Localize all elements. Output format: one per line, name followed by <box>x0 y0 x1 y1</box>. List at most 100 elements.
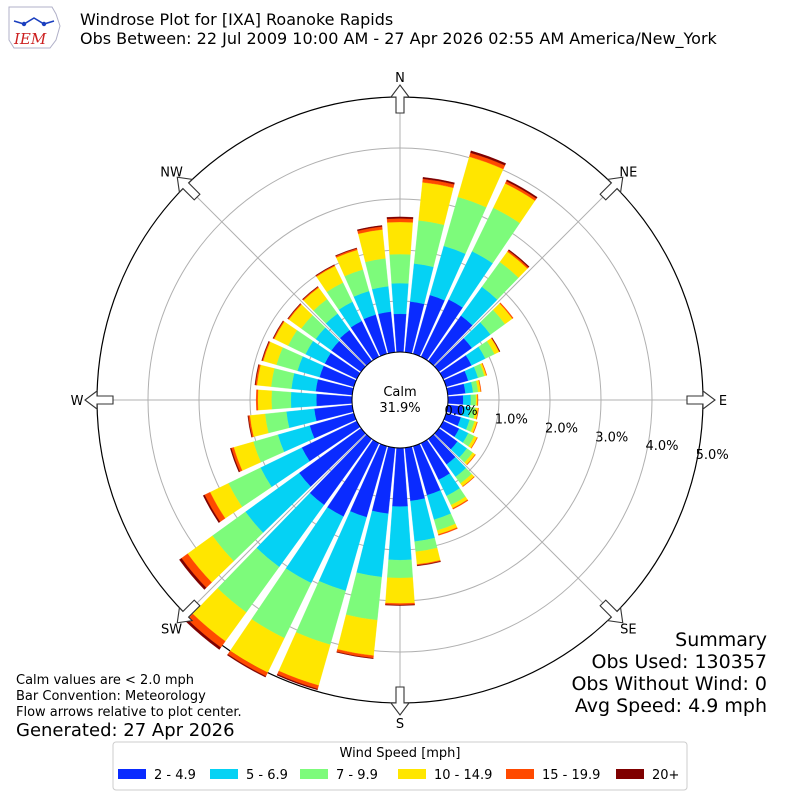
bar-segment <box>257 389 272 411</box>
bar-segment <box>387 221 413 255</box>
bar-segment <box>422 177 455 185</box>
legend-label: 7 - 9.9 <box>336 768 378 783</box>
direction-label-s: S <box>396 717 404 732</box>
calm-value: 31.9% <box>379 401 420 416</box>
bar-segment <box>387 559 413 579</box>
windrose-bars <box>179 150 538 691</box>
grid-spoke <box>433 185 615 367</box>
bar-segment <box>481 362 488 376</box>
summary-title: Summary <box>675 629 767 651</box>
legend-swatch <box>398 769 426 779</box>
legend-swatch <box>300 769 328 779</box>
bar-segment <box>264 411 290 434</box>
bar-segment <box>358 229 386 263</box>
bar-segment <box>345 572 382 621</box>
direction-label-ne: NE <box>619 166 637 181</box>
bar-segment <box>438 527 458 536</box>
note-calm: Calm values are < 2.0 mph <box>16 673 194 688</box>
legend-swatch <box>118 769 146 779</box>
bar-segment <box>478 379 482 392</box>
radial-tick-labels: 0.0% 1.0% 2.0% 3.0% 4.0% 5.0% <box>445 404 729 463</box>
bar-segment <box>391 283 409 315</box>
flow-arrow-icon <box>686 389 716 411</box>
summary-avg-speed: Avg Speed: 4.9 mph <box>575 695 767 717</box>
bar-segment <box>476 407 479 420</box>
radial-tick-label: 2.0% <box>545 421 578 436</box>
bar-segment <box>316 393 353 407</box>
bar-segment <box>247 415 253 438</box>
direction-label-sw: SW <box>161 622 182 637</box>
bar-segment <box>179 558 207 590</box>
iem-logo: IEM <box>8 6 61 49</box>
bar-segment <box>230 447 240 473</box>
bar-segment <box>392 447 408 507</box>
legend-label: 15 - 19.9 <box>542 768 600 783</box>
legend-title: Wind Speed [mph] <box>340 746 461 761</box>
bar-segment <box>388 506 412 561</box>
bar-segment <box>290 392 317 408</box>
bar-segment <box>254 364 260 386</box>
radial-tick-label: 5.0% <box>696 448 729 463</box>
bar-segment <box>302 286 319 300</box>
summary-obs-without-wind: Obs Without Wind: 0 <box>571 673 767 695</box>
bar-segment <box>386 218 414 223</box>
generated-date: Generated: 27 Apr 2026 <box>16 720 235 741</box>
chart-subtitle: Obs Between: 22 Jul 2009 10:00 AM - 27 A… <box>80 29 718 49</box>
bar-segment <box>393 313 407 353</box>
bar-segment <box>508 249 530 268</box>
bar-segment <box>416 561 441 567</box>
bar-segment <box>202 494 221 523</box>
bar-segment <box>389 253 411 284</box>
legend-label: 2 - 4.9 <box>154 768 196 783</box>
radial-tick-label: 4.0% <box>645 439 678 454</box>
bar-segment <box>371 286 392 315</box>
bar-segment <box>315 264 335 276</box>
note-bar-convention: Bar Convention: Meteorology <box>16 689 206 704</box>
radial-tick-label: 0.0% <box>445 404 478 419</box>
grid-spoke <box>185 185 367 367</box>
grid-spoke <box>433 433 615 615</box>
bar-segment <box>255 389 259 411</box>
svg-text:IEM: IEM <box>13 30 47 48</box>
bar-segment <box>365 258 389 290</box>
flow-arrow-icon <box>389 686 411 716</box>
legend-label: 20+ <box>652 768 679 783</box>
legend-swatch <box>210 769 238 779</box>
bar-segment <box>413 220 445 268</box>
bar-segment <box>335 247 357 257</box>
bar-segment <box>418 182 454 226</box>
direction-label-se: SE <box>620 622 636 637</box>
bar-segment <box>466 454 476 466</box>
legend: Wind Speed [mph] 2 - 4.9 5 - 6.9 7 - 9.9 10… <box>112 741 688 791</box>
bar-segment <box>470 150 507 166</box>
bar-segment <box>271 390 292 410</box>
flow-arrow-icon <box>84 389 114 411</box>
bar-segment <box>499 302 514 319</box>
flow-arrow-icon <box>176 599 201 624</box>
bar-segment <box>470 437 478 449</box>
bar-segment <box>357 225 383 231</box>
bar-segment <box>261 341 270 361</box>
bar-segment <box>386 216 414 220</box>
direction-labels: N NE E SE S SW W NW <box>71 71 728 732</box>
bar-segment <box>385 577 415 604</box>
summary-obs-used: Obs Used: 130357 <box>592 651 767 673</box>
direction-label-n: N <box>395 71 405 86</box>
legend-label: 5 - 6.9 <box>246 768 288 783</box>
legend-box <box>112 741 688 791</box>
calm-label: Calm <box>383 385 416 400</box>
direction-label-nw: NW <box>160 166 183 181</box>
flow-arrow-icon <box>599 599 624 624</box>
bar-segment <box>452 499 469 510</box>
flow-arrow-icon <box>599 176 624 201</box>
flow-arrow-icon <box>389 84 411 114</box>
bar-segment <box>291 373 319 392</box>
bar-segment <box>227 654 267 678</box>
bar-segment <box>287 303 301 320</box>
bar-segment <box>336 651 374 659</box>
bar-segment <box>472 421 478 434</box>
flow-arrows <box>84 84 716 716</box>
legend-swatch <box>506 769 534 779</box>
bar-segment <box>272 320 284 339</box>
